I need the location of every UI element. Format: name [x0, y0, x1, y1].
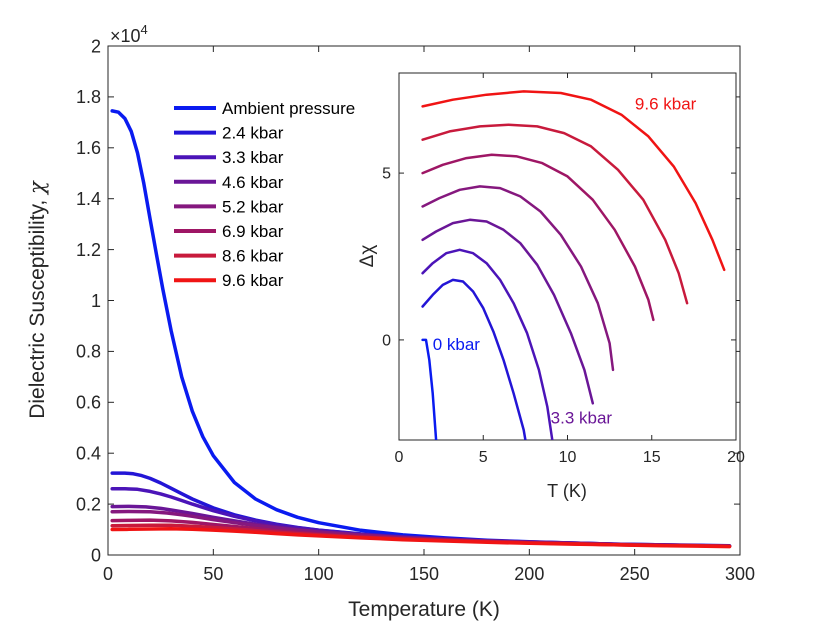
main-y-tick-label: 0.6	[76, 393, 101, 413]
inset-axis-ticks: 0 5 10 15 20 0 5	[382, 73, 745, 466]
inset-series-9-6-kbar	[421, 90, 726, 272]
main-series-9-6-kbar	[110, 527, 732, 549]
inset-series-8-6-kbar	[421, 123, 689, 305]
inset-x-tick-label: 0	[395, 449, 404, 466]
inset-x-tick-label: 5	[479, 449, 488, 466]
main-y-tick-label: 0	[91, 545, 101, 565]
inset-series-3-3-kbar	[421, 248, 554, 440]
main-y-tick-label: 0.2	[76, 494, 101, 514]
legend-entry-label: Ambient pressure	[222, 99, 355, 118]
main-y-tick-label: 1	[91, 291, 101, 311]
main-y-tick-label: 1.8	[76, 87, 101, 107]
inset-annotation-label: 0 kbar	[433, 335, 481, 354]
inset-x-tick-label: 15	[643, 449, 661, 466]
main-series-lines	[110, 109, 732, 549]
main-y-tick-label: 0.8	[76, 342, 101, 362]
inset-annotation-label: 3.3 kbar	[551, 408, 613, 427]
legend-entry-label: 3.3 kbar	[222, 148, 284, 167]
inset-x-tick-label: 20	[727, 449, 745, 466]
inset-series-5-2-kbar	[421, 185, 615, 372]
main-y-tick-label: 1.6	[76, 138, 101, 158]
main-y-exponent: ×104	[110, 22, 148, 46]
main-axis-ticks: 0 50 100 150 200 250 30000.20.40.60.811.21.41.…	[76, 36, 755, 584]
main-y-tick-label: 1.2	[76, 240, 101, 260]
inset-series-0-kbar	[421, 338, 438, 440]
inset-plot-frame	[398, 72, 737, 441]
main-y-tick-label: 2	[91, 36, 101, 56]
legend-entry-label: 4.6 kbar	[222, 173, 284, 192]
main-x-axis-label: Temperature (K)	[348, 598, 500, 621]
legend-entry-label: 5.2 kbar	[222, 197, 284, 216]
inset-y-tick-label: 5	[382, 166, 391, 183]
main-x-tick-label: 0	[103, 564, 113, 584]
inset-y-tick-label: 0	[382, 333, 391, 350]
main-x-tick-label: 100	[304, 564, 334, 584]
main-x-tick-label: 150	[409, 564, 439, 584]
main-x-tick-label: 50	[203, 564, 223, 584]
legend-entry-label: 2.4 kbar	[222, 124, 284, 143]
inset-x-axis-label: T (K)	[547, 481, 587, 501]
inset-y-axis-label: Δχ	[357, 245, 378, 268]
main-y-axis-label: Dielectric Susceptibility, χ	[25, 180, 49, 419]
main-y-tick-label: 0.4	[76, 444, 101, 464]
inset-series-lines	[421, 90, 726, 440]
main-x-tick-label: 300	[725, 564, 755, 584]
inset-series-6-9-kbar	[421, 153, 655, 322]
legend: Ambient pressure 2.4 kbar 3.3 kbar 4.6 kbar…	[174, 99, 355, 290]
main-y-tick-label: 1.4	[76, 189, 101, 209]
legend-entry-label: 9.6 kbar	[222, 271, 284, 290]
inset-annotation-label: 9.6 kbar	[635, 95, 697, 114]
inset-series-2-4-kbar	[421, 278, 527, 440]
inset-series-4-6-kbar	[421, 218, 595, 405]
inset-x-tick-label: 10	[559, 449, 577, 466]
inset-annotations: 0 kbar 3.3 kbar 9.6 kbar	[433, 95, 697, 428]
legend-entry-label: 8.6 kbar	[222, 247, 284, 266]
legend-entry-label: 6.9 kbar	[222, 222, 284, 241]
main-x-tick-label: 250	[620, 564, 650, 584]
main-x-tick-label: 200	[514, 564, 544, 584]
